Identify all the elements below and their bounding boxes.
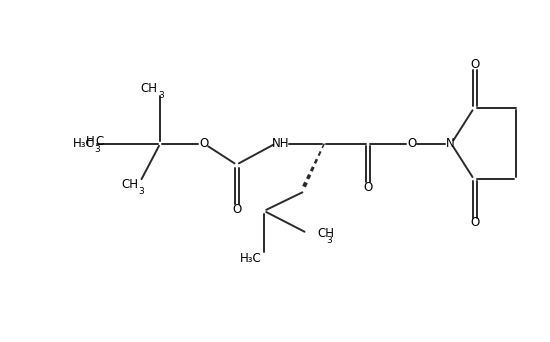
Text: O: O xyxy=(407,137,416,150)
Text: CH: CH xyxy=(140,82,157,95)
Text: 3: 3 xyxy=(95,145,100,154)
Text: O: O xyxy=(199,137,208,150)
Text: CH: CH xyxy=(121,178,138,191)
Text: 3: 3 xyxy=(158,91,164,100)
Text: H₃C: H₃C xyxy=(240,252,261,265)
Text: O: O xyxy=(364,181,373,194)
Text: CH: CH xyxy=(317,227,334,240)
Text: O: O xyxy=(470,216,480,229)
Text: H₃C: H₃C xyxy=(73,137,95,150)
Text: H: H xyxy=(86,135,95,148)
Text: O: O xyxy=(470,58,480,71)
Text: 3: 3 xyxy=(326,236,332,245)
Text: N: N xyxy=(446,137,454,150)
Text: O: O xyxy=(232,203,241,216)
Text: 3: 3 xyxy=(139,187,145,196)
Text: NH: NH xyxy=(272,137,289,150)
Text: C: C xyxy=(96,135,104,148)
